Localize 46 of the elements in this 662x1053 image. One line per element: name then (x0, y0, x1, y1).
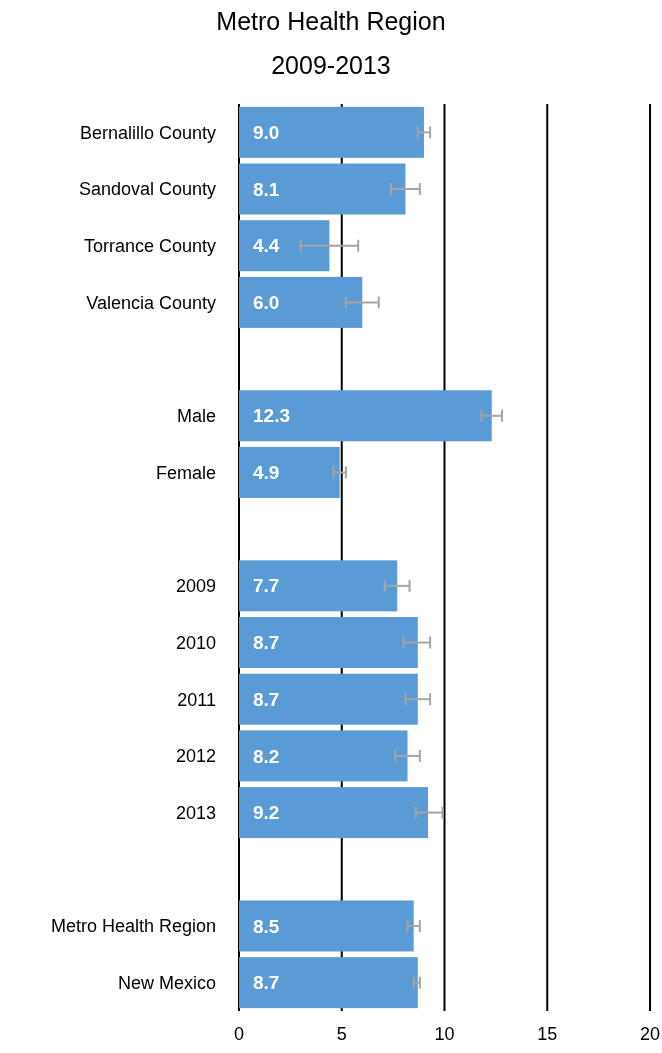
data-label: 12.3 (253, 405, 290, 427)
x-tick-label: 20 (639, 1024, 661, 1044)
data-label: 9.0 (253, 121, 280, 143)
bar (239, 446, 340, 498)
y-tick-label: 2011 (177, 689, 216, 710)
x-tick-label: 15 (537, 1024, 558, 1044)
x-tick-label: 10 (434, 1024, 455, 1044)
chart-title: Metro Health Region (216, 7, 446, 35)
y-tick-label: Metro Health Region (50, 916, 216, 937)
bar (239, 617, 418, 669)
y-tick-label: 2010 (175, 632, 216, 653)
bar (239, 900, 414, 952)
bar (239, 787, 429, 839)
data-label: 4.4 (253, 235, 280, 257)
y-tick-label: New Mexico (117, 972, 216, 993)
bar (239, 560, 398, 612)
bar (239, 730, 408, 782)
bar (239, 673, 418, 725)
y-tick-label: Bernalillo County (79, 122, 216, 143)
data-label: 8.5 (253, 915, 280, 937)
bar (239, 163, 406, 215)
data-label: 8.2 (253, 745, 280, 767)
y-tick-label: 2013 (175, 802, 216, 823)
bar (239, 220, 330, 272)
bar (239, 957, 418, 1009)
y-tick-label: Torrance County (83, 236, 216, 257)
data-label: 8.7 (253, 632, 280, 654)
y-tick-label: Male (176, 406, 216, 427)
data-label: 6.0 (253, 292, 280, 314)
y-tick-label: Sandoval County (78, 179, 216, 200)
y-tick-label: 2012 (175, 746, 216, 767)
bar (239, 390, 492, 442)
data-label: 8.7 (253, 688, 280, 710)
bar (239, 106, 424, 158)
data-label: 4.9 (253, 462, 280, 484)
data-label: 8.1 (253, 178, 280, 200)
data-label: 8.7 (253, 972, 280, 994)
bar (239, 276, 363, 328)
x-tick-label: 0 (233, 1024, 245, 1044)
data-label: 9.2 (253, 802, 280, 824)
y-tick-label: Valencia County (86, 292, 216, 313)
y-tick-label: Female (155, 462, 216, 483)
x-tick-label: 5 (336, 1024, 347, 1044)
y-tick-label: 2009 (175, 576, 216, 597)
chart-subtitle: 2009-2013 (271, 51, 391, 79)
data-label: 7.7 (253, 575, 280, 597)
